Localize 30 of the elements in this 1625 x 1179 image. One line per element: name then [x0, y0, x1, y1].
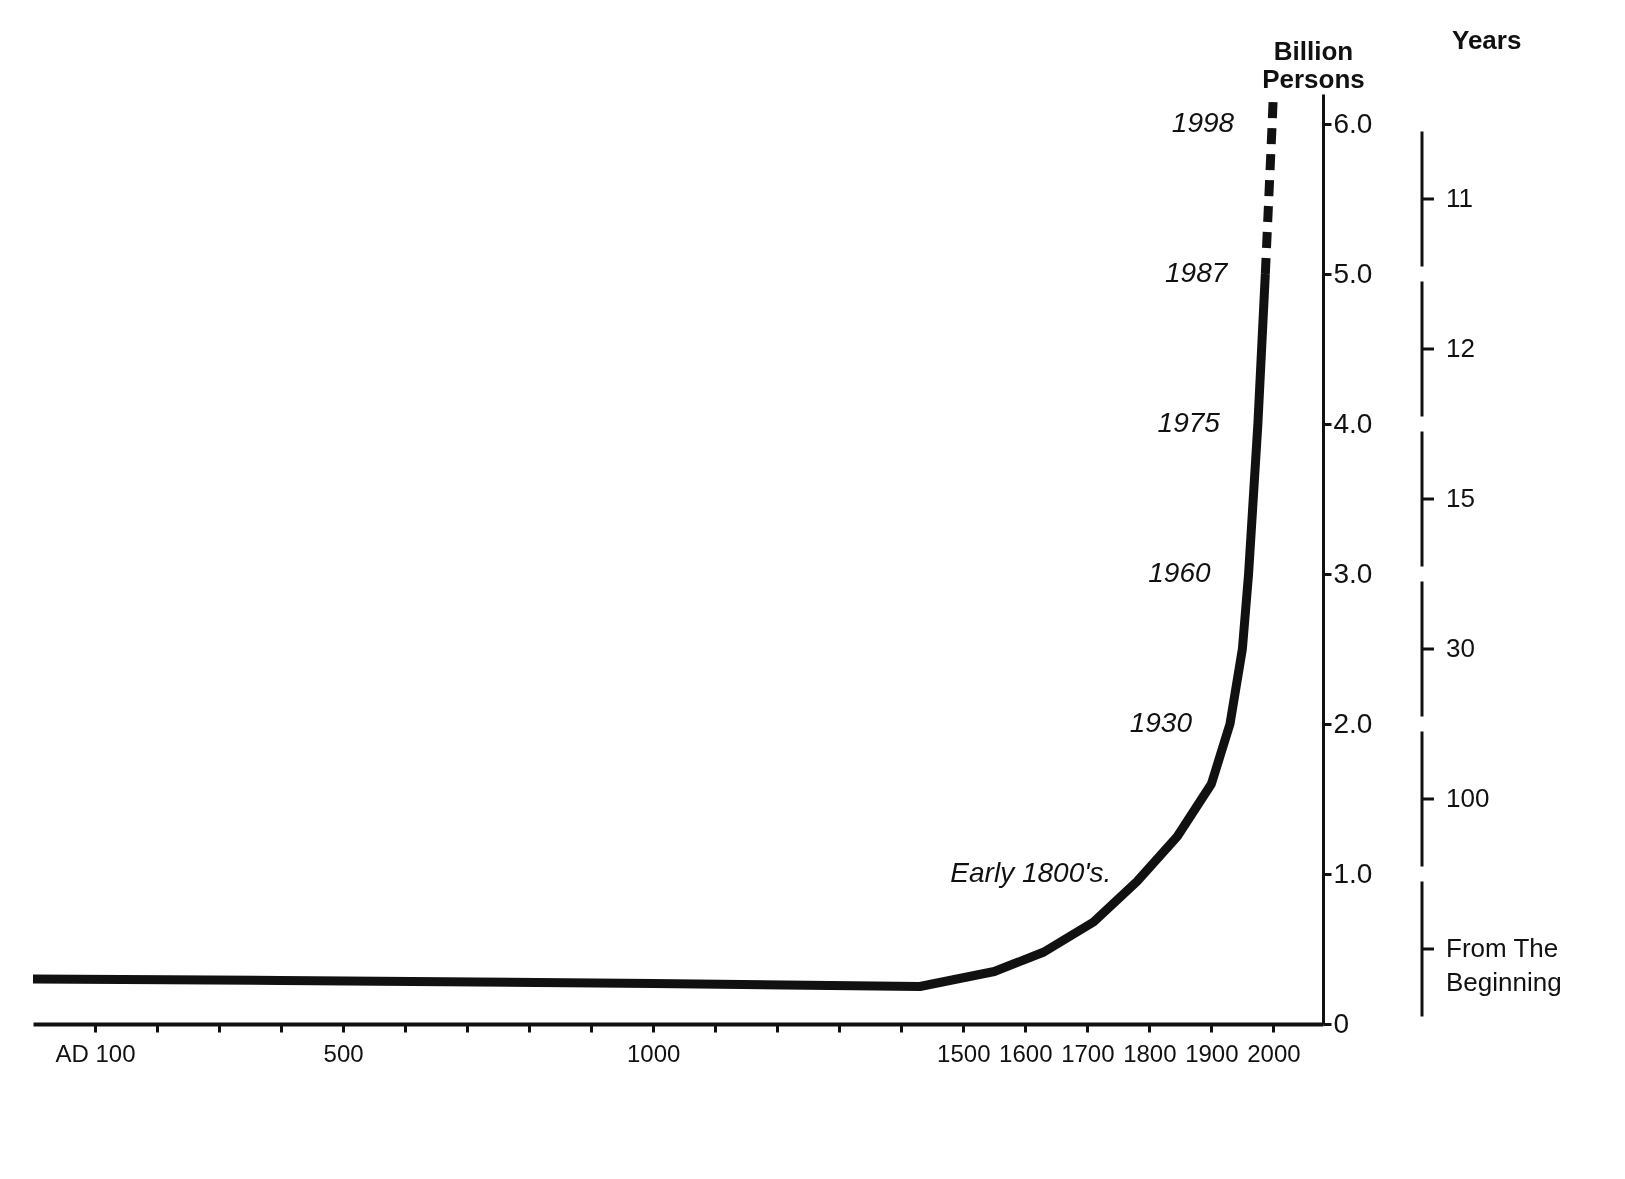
x-tick-label: 1600: [999, 1039, 1053, 1067]
y-axis-title: Billion Persons: [1262, 35, 1365, 94]
x-tick-label: 1000: [627, 1039, 681, 1067]
annotation: 1987: [1165, 257, 1229, 288]
y-tick-label: 5.0: [1333, 257, 1373, 289]
x-tick-label: 1700: [1061, 1039, 1115, 1067]
annotation: 1930: [1129, 707, 1193, 738]
x-tick-label: 1900: [1185, 1039, 1239, 1067]
x-tick-label: 2000: [1247, 1039, 1301, 1067]
annotation: Early 1800's.: [950, 857, 1112, 888]
text: 11: [1446, 183, 1473, 213]
y-tick-label: 2.0: [1333, 707, 1373, 739]
x-tick-label: AD 100: [55, 1039, 136, 1067]
text: 100: [1446, 783, 1490, 813]
y-tick-label: 0: [1333, 1007, 1350, 1039]
text: 12: [1446, 333, 1475, 363]
y-tick-label: 4.0: [1333, 407, 1373, 439]
text: From The Beginning: [1446, 933, 1562, 997]
annotation: 1975: [1157, 407, 1221, 438]
x-tick-label: 500: [323, 1039, 364, 1067]
y-tick-label: 6.0: [1333, 107, 1373, 139]
x-tick-label: 1500: [937, 1039, 991, 1067]
text: 30: [1446, 633, 1475, 663]
y-tick-label: 3.0: [1333, 557, 1373, 589]
annotation: 1960: [1148, 557, 1211, 588]
x-tick-label: 1800: [1123, 1039, 1177, 1067]
text: Years: [1452, 25, 1522, 55]
annotation: 1998: [1171, 107, 1235, 138]
y-tick-label: 1.0: [1333, 857, 1373, 889]
text: 15: [1446, 483, 1475, 513]
